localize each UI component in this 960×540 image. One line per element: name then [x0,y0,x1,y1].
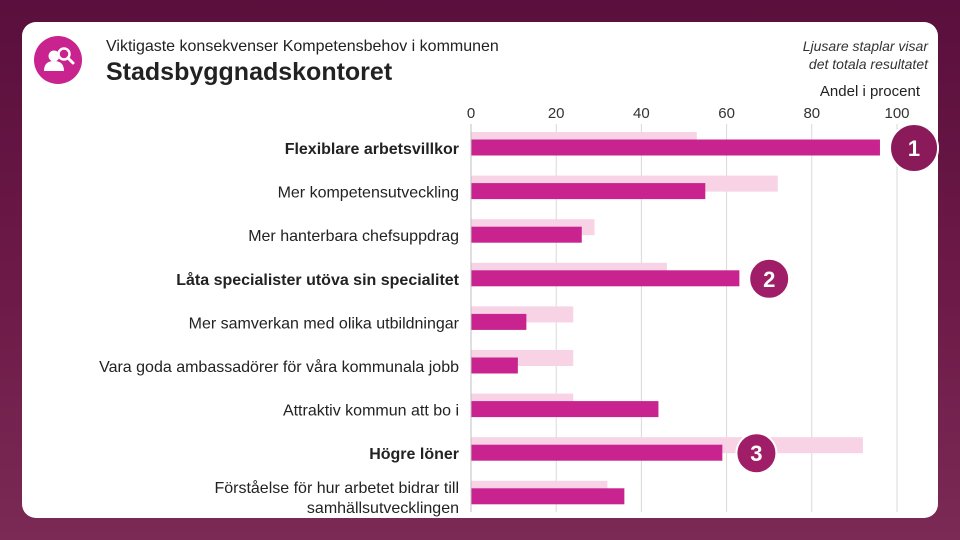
page-title: Stadsbyggnadskontoret [106,58,393,86]
legend-note-line-1: Ljusare staplar visar [802,38,928,54]
bar-main [471,444,723,461]
x-tick-label: 80 [803,105,820,122]
bar-main [471,401,659,418]
legend-note-line-2: det totala resultatet [808,56,928,72]
bar-main [471,226,582,243]
rank-badge [735,432,778,475]
x-axis-title: Andel i procent [819,83,920,100]
category-label: Mer hanterbara chefsuppdrag [248,228,459,245]
category-label: Högre löner [369,446,459,463]
bar-main [471,183,706,200]
category-label: samhällsutvecklingen [307,500,459,517]
x-tick-label: 100 [884,105,909,122]
x-tick-label: 40 [633,105,650,122]
rank-badge [889,123,940,173]
category-label: Förståelse för hur arbetet bidrar till [214,479,459,497]
logo-badge [34,36,82,84]
bar-main [471,270,740,287]
x-tick-label: 0 [467,105,475,122]
bar-main [471,488,625,505]
rank-badge-number: 3 [750,441,762,466]
category-label: Attraktiv kommun att bo i [283,403,459,420]
rank-badge-number: 1 [908,136,920,161]
bar-main [471,313,527,330]
rank-badge-number: 2 [763,267,775,292]
bar-main [471,357,518,374]
chart-subtitle: Viktigaste konsekvenser Kompetensbehov i… [106,38,499,55]
people-search-icon [44,47,75,71]
x-tick-label: 60 [718,105,735,122]
x-tick-label: 20 [548,105,565,122]
legend-note: Ljusare staplar visar det totala resulta… [760,37,928,73]
rank-badge [748,257,791,300]
category-label: Flexiblare arbetsvillkor [285,141,459,158]
bar-main [471,139,880,156]
category-label: Mer samverkan med olika utbildningar [189,315,460,332]
category-label: Mer kompetensutveckling [278,185,459,202]
category-label: Låta specialister utöva sin specialitet [176,271,459,289]
category-label: Vara goda ambassadörer för våra kommunal… [99,358,459,376]
